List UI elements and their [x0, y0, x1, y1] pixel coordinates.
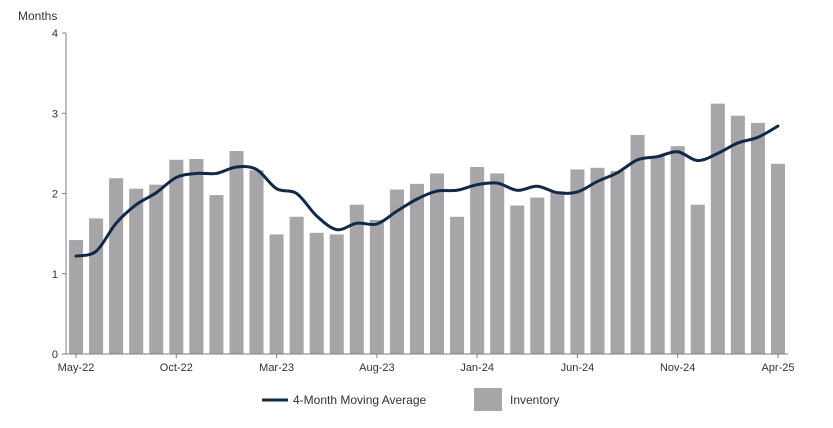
inventory-bar — [770, 163, 785, 354]
legend-label-moving-average: 4-Month Moving Average — [293, 393, 427, 407]
inventory-bar — [89, 218, 104, 354]
inventory-bar — [109, 178, 124, 354]
inventory-bar — [389, 189, 404, 354]
inventory-bar — [590, 167, 605, 354]
x-tick-label: May-22 — [58, 362, 95, 374]
inventory-bar — [189, 158, 204, 354]
x-axis: May-22 Oct-22 Mar-23 Aug-23 Jan-24 Jun-24 Nov-… — [58, 353, 794, 374]
y-tick-label: 1 — [52, 269, 58, 281]
inventory-bar — [249, 170, 264, 354]
inventory-bar — [209, 195, 224, 354]
inventory-bar — [289, 216, 304, 354]
moving-average-layer — [74, 124, 780, 258]
x-tick-label: Apr-25 — [761, 362, 794, 374]
inventory-bar — [490, 173, 505, 354]
inventory-bar — [269, 234, 284, 354]
inventory-bar — [730, 115, 745, 354]
inventory-bar — [510, 205, 525, 354]
inventory-bar — [129, 188, 144, 354]
inventory-bar — [450, 216, 465, 354]
y-tick-label: 2 — [52, 189, 58, 201]
inventory-bar — [530, 197, 545, 354]
inventory-bar — [670, 146, 685, 354]
inventory-bar — [470, 167, 485, 354]
inventory-bar — [650, 156, 665, 354]
inventory-bar — [369, 219, 384, 354]
moving-average-line — [74, 124, 780, 258]
inventory-bar — [750, 122, 765, 354]
inventory-bar — [309, 232, 324, 354]
y-axis: 0 1 2 3 4 — [52, 28, 67, 361]
inventory-bar — [149, 184, 164, 354]
inventory-bars — [69, 103, 785, 355]
inventory-bar — [329, 234, 344, 354]
x-tick-label: Jan-24 — [460, 362, 494, 374]
x-tick-label: Mar-23 — [259, 362, 294, 374]
inventory-bar — [169, 159, 184, 354]
inventory-bar — [570, 169, 585, 354]
legend-swatch-inventory — [474, 388, 502, 411]
inventory-bar — [349, 204, 364, 354]
inventory-bar — [409, 183, 424, 354]
inventory-bar — [229, 150, 244, 354]
y-axis-title: Months — [18, 9, 57, 23]
inventory-bar — [610, 171, 625, 354]
inventory-bar — [69, 240, 84, 354]
y-tick-label: 3 — [52, 108, 58, 120]
x-tick-label: Nov-24 — [660, 362, 695, 374]
inventory-bar — [630, 134, 645, 354]
inventory-bar — [550, 191, 565, 354]
legend-label-inventory: Inventory — [510, 393, 559, 407]
x-tick-label: Aug-23 — [359, 362, 394, 374]
legend: 4-Month Moving Average Inventory — [262, 388, 559, 411]
x-tick-label: Jun-24 — [561, 362, 595, 374]
inventory-bar — [430, 173, 445, 354]
inventory-bar — [710, 103, 725, 355]
x-tick-label: Oct-22 — [160, 362, 193, 374]
inventory-bar — [690, 204, 705, 354]
y-tick-label: 4 — [52, 28, 58, 40]
y-tick-label: 0 — [52, 349, 58, 361]
